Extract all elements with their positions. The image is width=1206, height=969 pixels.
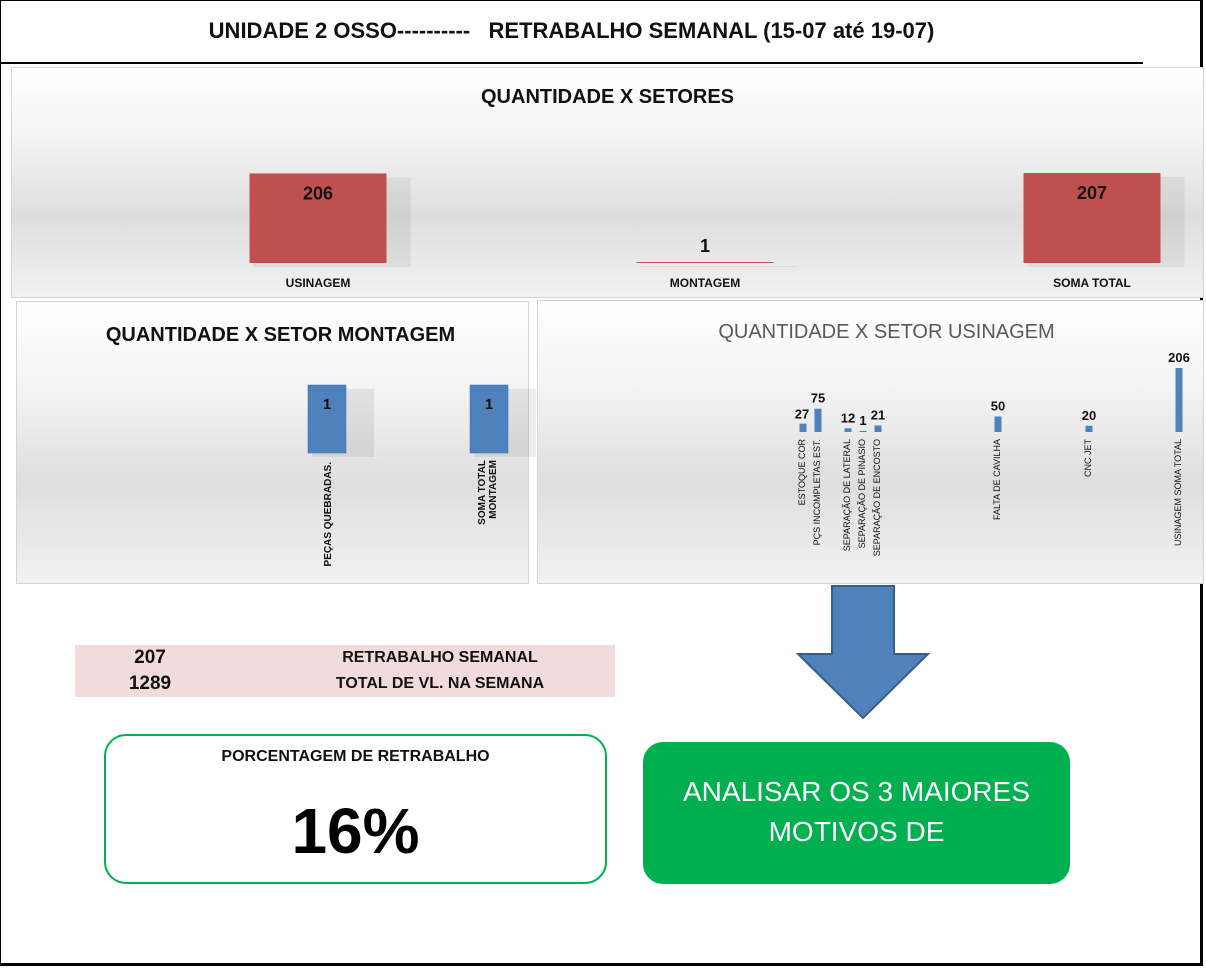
data-label-montagem: 1 <box>700 236 710 256</box>
tick-label-usinagem-soma-total: USINAGEM SOMA TOTAL <box>1173 439 1183 546</box>
summary-label-weekly: RETRABALHO SEMANAL <box>342 649 538 666</box>
tick-label-montagem: MONTAGEM <box>670 276 740 290</box>
tick-label-usinagem: USINAGEM <box>286 276 351 290</box>
action-line-1: ANALISAR OS 3 MAIORES <box>683 776 1030 807</box>
data-label-cnc-jet: 20 <box>1082 408 1096 423</box>
bar-soma-total-montagem <box>469 384 509 454</box>
percentage-value: 16% <box>291 795 420 867</box>
bar-separacao-de-lateral <box>844 428 852 432</box>
tick-label-estoque-cor: ESTOQUE COR <box>797 439 807 506</box>
chart-montagem: 1 1 PEÇAS QUEBRADAS. SOMA TOTALMONTAGEM <box>307 384 536 567</box>
chart-montagem-title: QUANTIDADE X SETOR MONTAGEM <box>105 324 456 346</box>
tick-label-separacao-de-pinasio: SEPARAÇÃO DE PINASIO <box>857 439 867 548</box>
data-label-separacao-de-pinasio: 1 <box>859 413 866 428</box>
summary-label-total: TOTAL DE VL. NA SEMANA <box>335 675 545 692</box>
data-label-separacao-de-encosto: 21 <box>871 407 885 422</box>
tick-label-cnc-jet: CNC JET <box>1083 438 1093 477</box>
bar-montagem <box>636 262 774 263</box>
bar-usinagem <box>249 173 387 263</box>
page-title: UNIDADE 2 OSSO---------- RETRABALHO SEMA… <box>0 0 1143 64</box>
data-label-soma-total-montagem: 1 <box>485 396 493 413</box>
chart-montagem-panel: QUANTIDADE X SETOR MONTAGEM 1 1 PEÇAS QUEB… <box>16 301 536 584</box>
data-label-soma-total: 207 <box>1077 183 1107 203</box>
bar-soma-total <box>1023 173 1161 263</box>
bar-estoque-cor <box>799 423 807 432</box>
tick-label-separacao-de-lateral: SEPARAÇÃO DE LATERAL <box>842 439 852 551</box>
data-label-usinagem-soma-total: 206 <box>1168 350 1190 365</box>
chart-setores-panel: QUANTIDADE X SETORES 206 USINAGEM 1 MONTAGE… <box>11 67 1204 298</box>
data-label-estoque-cor: 27 <box>795 407 809 422</box>
chart-setores-title: QUANTIDADE X SETORES <box>481 86 734 108</box>
tick-label-pcs-incompletas-est: PÇS INCOMPLETAS EST. <box>812 439 822 545</box>
bar-pecas-quebradas <box>307 384 347 454</box>
chart-usinagem-title: QUANTIDADE X SETOR USINAGEM <box>718 321 1055 343</box>
bar-falta-de-cavilha <box>994 416 1002 432</box>
tick-label-falta-de-cavilha: FALTA DE CAVILHA <box>992 439 1002 520</box>
bar-pcs-incompletas-est <box>814 408 822 432</box>
data-label-separacao-de-lateral: 12 <box>841 410 855 425</box>
summary-value-weekly: 207 <box>134 647 166 668</box>
data-label-usinagem: 206 <box>303 183 333 203</box>
bar-usinagem-soma-total <box>1175 368 1183 432</box>
percentage-box: PORCENTAGEM DE RETRABALHO 16% <box>104 734 607 884</box>
chart-setores: 206 USINAGEM 1 MONTAGEM 207 SOMA TOTAL <box>249 173 1185 290</box>
chart-usinagem-panel: QUANTIDADE X SETOR USINAGEM 27 ESTOQUE CO… <box>537 300 1204 584</box>
bar-shadow <box>640 266 798 267</box>
chart-usinagem: 27 ESTOQUE COR 75 PÇS INCOMPLETAS EST. 12 SEP… <box>795 350 1190 556</box>
data-label-pecas-quebradas: 1 <box>323 396 331 413</box>
summary-table: 207 RETRABALHO SEMANAL 1289 TOTAL DE VL.… <box>75 645 615 697</box>
data-label-pcs-incompletas-est: 75 <box>811 391 825 406</box>
data-label-falta-de-cavilha: 50 <box>991 398 1005 413</box>
summary-value-total: 1289 <box>128 673 172 694</box>
action-text: ANALISAR OS 3 MAIORES MOTIVOS DE <box>643 772 1070 852</box>
action-line-2: MOTIVOS DE <box>768 816 945 847</box>
bar-cnc-jet <box>1085 425 1093 432</box>
percentage-label: PORCENTAGEM DE RETRABALHO <box>221 748 490 765</box>
action-box: ANALISAR OS 3 MAIORES MOTIVOS DE <box>643 742 1070 884</box>
tick-label-pecas-quebradas: PEÇAS QUEBRADAS. <box>323 462 334 567</box>
tick-label-soma-total: SOMA TOTAL <box>1053 276 1131 290</box>
tick-label-soma-total-montagem: SOMA TOTALMONTAGEM <box>477 460 499 525</box>
tick-label-separacao-de-encosto: SEPARAÇÃO DE ENCOSTO <box>872 439 882 556</box>
bar-separacao-de-encosto <box>874 425 882 432</box>
bar-separacao-de-pinasio <box>859 431 867 432</box>
